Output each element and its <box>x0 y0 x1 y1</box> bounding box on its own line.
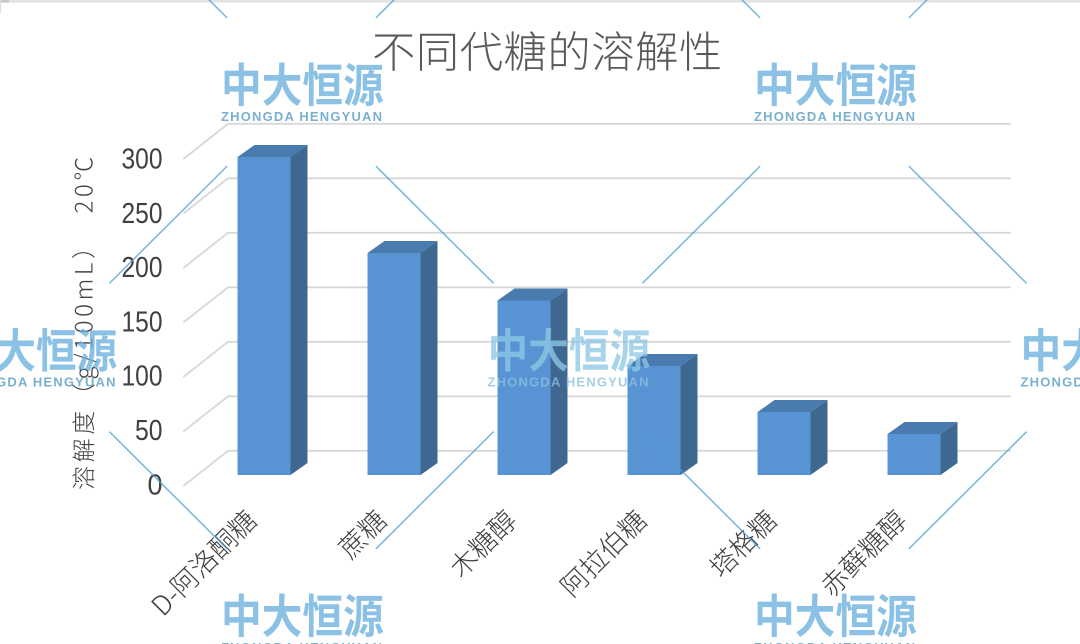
svg-text:ZHONGDA HENGYUAN: ZHONGDA HENGYUAN <box>754 640 915 644</box>
svg-text:ZHONGDA HENGYUAN: ZHONGDA HENGYUAN <box>0 375 116 390</box>
svg-text:100: 100 <box>122 361 163 393</box>
svg-text:0: 0 <box>148 469 163 501</box>
svg-text:300: 300 <box>122 144 163 176</box>
svg-text:ZHONGDA HENGYUAN: ZHONGDA HENGYUAN <box>1021 375 1080 390</box>
svg-text:200: 200 <box>122 252 163 284</box>
svg-text:ZHONGDA HENGYUAN: ZHONGDA HENGYUAN <box>488 375 649 390</box>
svg-text:ZHONGDA HENGYUAN: ZHONGDA HENGYUAN <box>754 109 915 124</box>
svg-text:250: 250 <box>122 198 163 230</box>
svg-text:50: 50 <box>135 415 163 447</box>
svg-text:ZHONGDA HENGYUAN: ZHONGDA HENGYUAN <box>221 640 382 644</box>
svg-text:ZHONGDA HENGYUAN: ZHONGDA HENGYUAN <box>221 109 382 124</box>
svg-text:150: 150 <box>122 306 163 338</box>
